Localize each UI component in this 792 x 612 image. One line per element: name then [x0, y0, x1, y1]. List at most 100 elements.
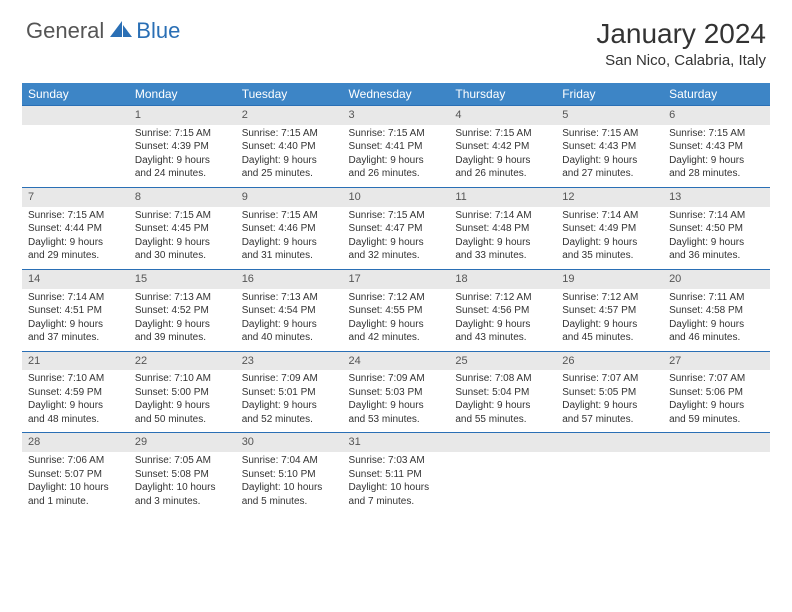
sunset-line: Sunset: 4:59 PM — [28, 386, 123, 400]
weekday-header: Friday — [556, 83, 663, 106]
sunrise-line: Sunrise: 7:15 AM — [135, 209, 230, 223]
sunset-line: Sunset: 4:55 PM — [349, 304, 444, 318]
sunset-line: Sunset: 4:50 PM — [669, 222, 764, 236]
d1-line: Daylight: 9 hours — [562, 236, 657, 250]
sunset-line: Sunset: 5:00 PM — [135, 386, 230, 400]
sunset-line: Sunset: 4:42 PM — [455, 140, 550, 154]
day-number: 10 — [343, 187, 450, 206]
sunrise-line: Sunrise: 7:14 AM — [562, 209, 657, 223]
d1-line: Daylight: 9 hours — [349, 236, 444, 250]
d2-line: and 7 minutes. — [349, 495, 444, 509]
month-title: January 2024 — [596, 18, 766, 50]
d2-line: and 30 minutes. — [135, 249, 230, 263]
sunset-line: Sunset: 4:56 PM — [455, 304, 550, 318]
day-info-row: Sunrise: 7:14 AMSunset: 4:51 PMDaylight:… — [22, 289, 770, 352]
day-number-empty — [663, 433, 770, 452]
sunset-line: Sunset: 4:58 PM — [669, 304, 764, 318]
sunset-line: Sunset: 4:52 PM — [135, 304, 230, 318]
day-cell: Sunrise: 7:15 AMSunset: 4:43 PMDaylight:… — [663, 125, 770, 188]
day-number-empty — [449, 433, 556, 452]
day-cell-empty — [449, 452, 556, 514]
day-cell: Sunrise: 7:05 AMSunset: 5:08 PMDaylight:… — [129, 452, 236, 514]
day-number: 4 — [449, 106, 556, 125]
d1-line: Daylight: 9 hours — [242, 399, 337, 413]
day-number-row: 78910111213 — [22, 187, 770, 206]
d1-line: Daylight: 9 hours — [135, 318, 230, 332]
d1-line: Daylight: 9 hours — [349, 318, 444, 332]
sunrise-line: Sunrise: 7:08 AM — [455, 372, 550, 386]
day-cell: Sunrise: 7:04 AMSunset: 5:10 PMDaylight:… — [236, 452, 343, 514]
sunrise-line: Sunrise: 7:14 AM — [28, 291, 123, 305]
day-number: 30 — [236, 433, 343, 452]
sunrise-line: Sunrise: 7:10 AM — [28, 372, 123, 386]
d1-line: Daylight: 9 hours — [28, 399, 123, 413]
d2-line: and 29 minutes. — [28, 249, 123, 263]
day-number-empty — [22, 106, 129, 125]
day-info-row: Sunrise: 7:15 AMSunset: 4:39 PMDaylight:… — [22, 125, 770, 188]
day-number: 18 — [449, 269, 556, 288]
d2-line: and 37 minutes. — [28, 331, 123, 345]
sunset-line: Sunset: 5:01 PM — [242, 386, 337, 400]
day-cell: Sunrise: 7:15 AMSunset: 4:45 PMDaylight:… — [129, 207, 236, 270]
sunrise-line: Sunrise: 7:15 AM — [242, 127, 337, 141]
d1-line: Daylight: 9 hours — [669, 318, 764, 332]
d1-line: Daylight: 9 hours — [455, 318, 550, 332]
sunrise-line: Sunrise: 7:13 AM — [135, 291, 230, 305]
d2-line: and 27 minutes. — [562, 167, 657, 181]
day-number: 17 — [343, 269, 450, 288]
sunset-line: Sunset: 4:40 PM — [242, 140, 337, 154]
sunrise-line: Sunrise: 7:09 AM — [349, 372, 444, 386]
sunrise-line: Sunrise: 7:15 AM — [349, 209, 444, 223]
day-number: 20 — [663, 269, 770, 288]
sunset-line: Sunset: 4:43 PM — [669, 140, 764, 154]
d2-line: and 33 minutes. — [455, 249, 550, 263]
location-label: San Nico, Calabria, Italy — [596, 52, 766, 69]
d2-line: and 43 minutes. — [455, 331, 550, 345]
day-info-row: Sunrise: 7:06 AMSunset: 5:07 PMDaylight:… — [22, 452, 770, 514]
d2-line: and 42 minutes. — [349, 331, 444, 345]
d2-line: and 46 minutes. — [669, 331, 764, 345]
day-number: 22 — [129, 351, 236, 370]
sunrise-line: Sunrise: 7:04 AM — [242, 454, 337, 468]
d1-line: Daylight: 9 hours — [135, 399, 230, 413]
day-cell: Sunrise: 7:08 AMSunset: 5:04 PMDaylight:… — [449, 370, 556, 433]
sunrise-line: Sunrise: 7:12 AM — [349, 291, 444, 305]
day-number-empty — [556, 433, 663, 452]
sunset-line: Sunset: 4:45 PM — [135, 222, 230, 236]
day-cell: Sunrise: 7:09 AMSunset: 5:03 PMDaylight:… — [343, 370, 450, 433]
d1-line: Daylight: 9 hours — [242, 236, 337, 250]
sunrise-line: Sunrise: 7:12 AM — [455, 291, 550, 305]
day-number: 27 — [663, 351, 770, 370]
day-number: 11 — [449, 187, 556, 206]
d1-line: Daylight: 9 hours — [455, 399, 550, 413]
d2-line: and 1 minute. — [28, 495, 123, 509]
day-cell: Sunrise: 7:12 AMSunset: 4:55 PMDaylight:… — [343, 289, 450, 352]
d1-line: Daylight: 9 hours — [28, 318, 123, 332]
day-cell: Sunrise: 7:15 AMSunset: 4:39 PMDaylight:… — [129, 125, 236, 188]
d2-line: and 26 minutes. — [349, 167, 444, 181]
sunset-line: Sunset: 4:46 PM — [242, 222, 337, 236]
sunset-line: Sunset: 4:51 PM — [28, 304, 123, 318]
sunset-line: Sunset: 5:10 PM — [242, 468, 337, 482]
sunrise-line: Sunrise: 7:15 AM — [242, 209, 337, 223]
weekday-header: Thursday — [449, 83, 556, 106]
d1-line: Daylight: 9 hours — [562, 399, 657, 413]
d2-line: and 5 minutes. — [242, 495, 337, 509]
logo-text-general: General — [26, 18, 104, 44]
weekday-header-row: Sunday Monday Tuesday Wednesday Thursday… — [22, 83, 770, 106]
sunset-line: Sunset: 4:54 PM — [242, 304, 337, 318]
d1-line: Daylight: 9 hours — [349, 154, 444, 168]
day-number: 8 — [129, 187, 236, 206]
day-info-row: Sunrise: 7:10 AMSunset: 4:59 PMDaylight:… — [22, 370, 770, 433]
d2-line: and 52 minutes. — [242, 413, 337, 427]
day-number: 28 — [22, 433, 129, 452]
d2-line: and 31 minutes. — [242, 249, 337, 263]
sunrise-line: Sunrise: 7:15 AM — [28, 209, 123, 223]
day-number: 25 — [449, 351, 556, 370]
day-info-row: Sunrise: 7:15 AMSunset: 4:44 PMDaylight:… — [22, 207, 770, 270]
sunset-line: Sunset: 5:08 PM — [135, 468, 230, 482]
day-number: 5 — [556, 106, 663, 125]
day-cell: Sunrise: 7:09 AMSunset: 5:01 PMDaylight:… — [236, 370, 343, 433]
day-number: 14 — [22, 269, 129, 288]
sunrise-line: Sunrise: 7:07 AM — [562, 372, 657, 386]
